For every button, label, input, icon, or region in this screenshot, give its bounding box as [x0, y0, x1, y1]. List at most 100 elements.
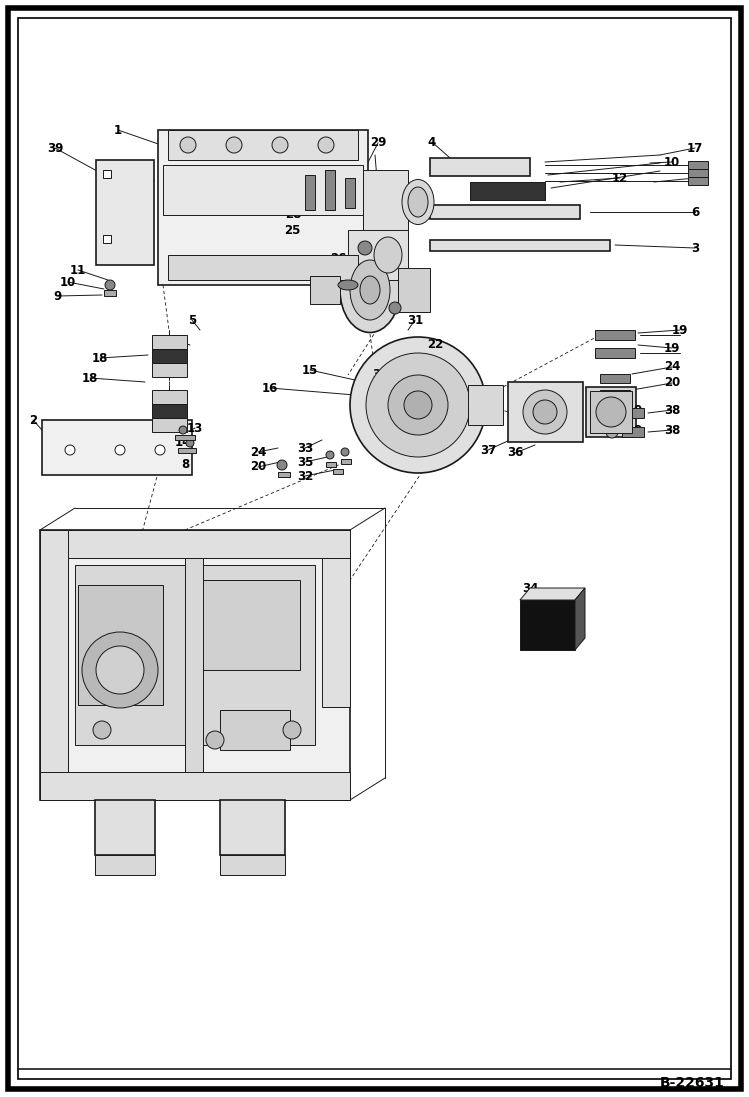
- Text: 24: 24: [322, 292, 339, 305]
- Bar: [40, 530, 68, 800]
- Text: 27: 27: [300, 142, 316, 155]
- Ellipse shape: [340, 248, 400, 332]
- Bar: [688, 161, 708, 169]
- Bar: [185, 558, 203, 772]
- Bar: [220, 855, 285, 875]
- Bar: [152, 349, 187, 363]
- Text: 8: 8: [181, 457, 189, 471]
- Circle shape: [272, 137, 288, 152]
- Ellipse shape: [350, 260, 390, 320]
- Circle shape: [388, 375, 448, 436]
- Text: 24: 24: [250, 445, 266, 459]
- Circle shape: [96, 646, 144, 694]
- Bar: [622, 427, 644, 437]
- Bar: [40, 772, 350, 800]
- Circle shape: [186, 439, 194, 446]
- Text: 39: 39: [46, 142, 63, 155]
- Text: 38: 38: [664, 404, 680, 417]
- Text: 21: 21: [407, 362, 423, 374]
- Text: 31: 31: [407, 314, 423, 327]
- Bar: [688, 169, 708, 177]
- Circle shape: [358, 241, 372, 255]
- Circle shape: [65, 445, 75, 455]
- Circle shape: [105, 280, 115, 290]
- Circle shape: [404, 391, 432, 419]
- Bar: [595, 330, 635, 340]
- Bar: [333, 470, 343, 474]
- Text: 11: 11: [70, 263, 86, 276]
- Circle shape: [93, 721, 111, 739]
- Bar: [96, 160, 154, 265]
- Text: 28: 28: [285, 208, 301, 222]
- Bar: [586, 387, 636, 437]
- Circle shape: [115, 445, 125, 455]
- Bar: [103, 235, 111, 244]
- Circle shape: [155, 445, 165, 455]
- Bar: [168, 255, 358, 280]
- Text: 10: 10: [664, 156, 680, 169]
- Text: 9: 9: [54, 290, 62, 303]
- Bar: [152, 363, 187, 377]
- Text: 1: 1: [114, 124, 122, 136]
- Ellipse shape: [360, 276, 380, 304]
- Circle shape: [326, 451, 334, 459]
- Bar: [590, 391, 632, 433]
- Text: 20: 20: [250, 461, 266, 474]
- Text: 34: 34: [522, 581, 539, 595]
- Polygon shape: [575, 588, 585, 651]
- Bar: [430, 205, 580, 219]
- Bar: [363, 170, 408, 235]
- Circle shape: [606, 426, 618, 438]
- Bar: [470, 182, 545, 200]
- Bar: [42, 420, 192, 475]
- Text: 4: 4: [428, 136, 436, 148]
- Bar: [310, 276, 340, 304]
- Text: B-22631: B-22631: [660, 1076, 725, 1090]
- Bar: [152, 335, 187, 349]
- Bar: [322, 558, 350, 706]
- Text: 19: 19: [672, 324, 688, 337]
- Circle shape: [277, 460, 287, 470]
- Text: 18: 18: [82, 372, 98, 385]
- Circle shape: [82, 632, 158, 708]
- Bar: [40, 530, 350, 800]
- Bar: [175, 436, 195, 440]
- Bar: [220, 800, 285, 855]
- Text: 38: 38: [664, 423, 680, 437]
- Bar: [345, 178, 355, 208]
- Text: 13: 13: [187, 421, 203, 434]
- Bar: [152, 391, 187, 404]
- Text: 24: 24: [664, 361, 680, 373]
- Ellipse shape: [408, 186, 428, 217]
- Bar: [40, 530, 350, 558]
- Text: 17: 17: [687, 142, 703, 155]
- Bar: [200, 580, 300, 670]
- Circle shape: [366, 353, 470, 457]
- Bar: [95, 855, 155, 875]
- Text: 7: 7: [171, 333, 179, 347]
- Text: 5: 5: [188, 314, 196, 327]
- Bar: [220, 710, 290, 750]
- Text: 18: 18: [92, 351, 108, 364]
- Text: 33: 33: [297, 441, 313, 454]
- Text: 23: 23: [337, 138, 353, 151]
- Bar: [622, 408, 644, 418]
- Bar: [78, 585, 163, 705]
- Circle shape: [523, 391, 567, 434]
- Bar: [430, 158, 530, 176]
- Ellipse shape: [374, 237, 402, 273]
- Circle shape: [533, 400, 557, 425]
- Bar: [325, 170, 335, 210]
- Bar: [163, 165, 363, 215]
- Text: 26: 26: [330, 251, 346, 264]
- Circle shape: [350, 337, 486, 473]
- Bar: [168, 131, 358, 160]
- Bar: [152, 418, 187, 432]
- Bar: [178, 448, 196, 453]
- Bar: [326, 462, 336, 467]
- Circle shape: [179, 426, 187, 434]
- Circle shape: [341, 448, 349, 456]
- Text: 14: 14: [175, 437, 191, 450]
- Ellipse shape: [402, 180, 434, 225]
- Circle shape: [318, 137, 334, 152]
